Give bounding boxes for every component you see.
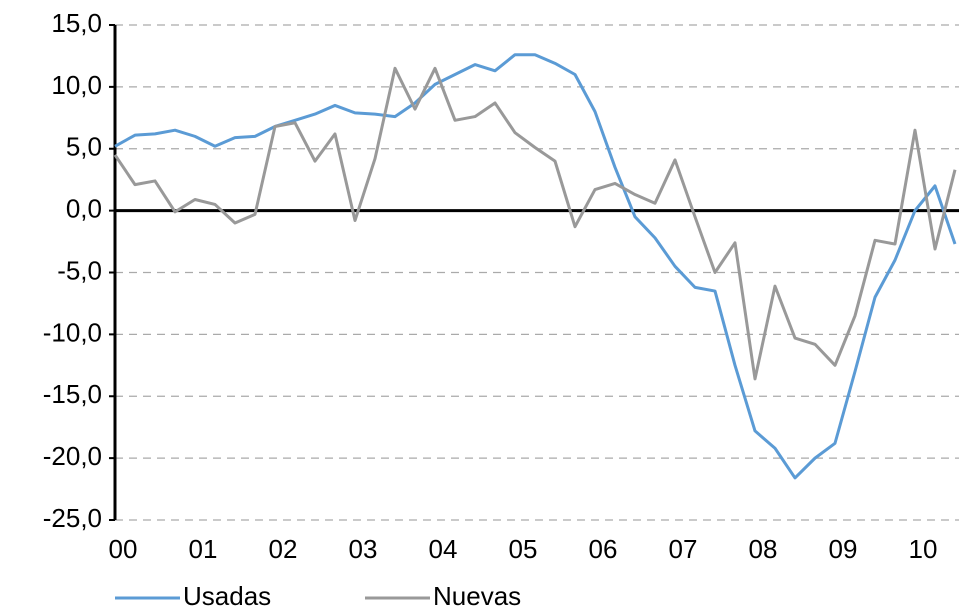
- x-tick-label: 05: [509, 534, 538, 564]
- y-tick-label: -20,0: [43, 441, 102, 471]
- y-tick-label: 0,0: [66, 194, 102, 224]
- x-tick-label: 09: [829, 534, 858, 564]
- legend-label: Nuevas: [433, 581, 521, 611]
- legend-label: Usadas: [183, 581, 271, 611]
- x-tick-label: 02: [269, 534, 298, 564]
- x-tick-label: 06: [589, 534, 618, 564]
- y-tick-label: -15,0: [43, 379, 102, 409]
- x-tick-label: 08: [749, 534, 778, 564]
- x-tick-label: 01: [189, 534, 218, 564]
- series-line: [114, 53, 957, 480]
- y-tick-label: 15,0: [51, 8, 102, 38]
- series-line: [113, 66, 957, 381]
- x-tick-label: 07: [669, 534, 698, 564]
- y-tick-label: -25,0: [43, 503, 102, 533]
- x-tick-label: 10: [909, 534, 938, 564]
- y-tick-label: 5,0: [66, 132, 102, 162]
- y-tick-label: -10,0: [43, 317, 102, 347]
- y-tick-label: 10,0: [51, 70, 102, 100]
- y-tick-label: -5,0: [57, 255, 102, 285]
- x-tick-label: 00: [109, 534, 138, 564]
- x-tick-label: 04: [429, 534, 458, 564]
- x-tick-label: 03: [349, 534, 378, 564]
